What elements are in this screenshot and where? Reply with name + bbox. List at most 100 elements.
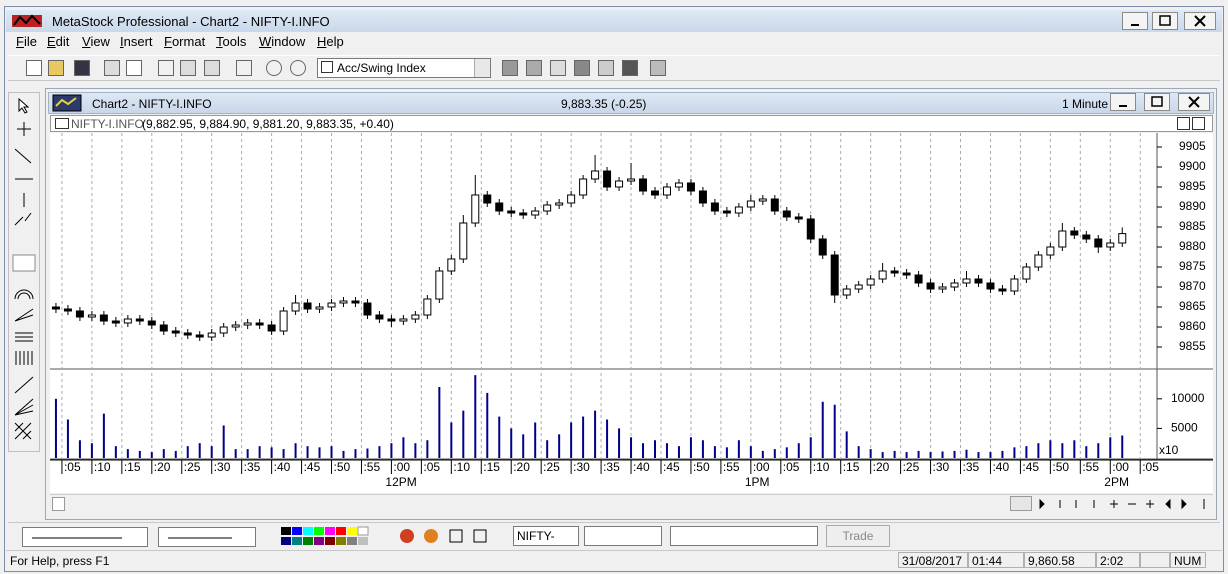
menu-item[interactable]: View: [82, 34, 110, 49]
volume-bar: [534, 422, 537, 458]
tool-button[interactable]: [622, 60, 638, 76]
candle-body: [674, 182, 683, 188]
symbol-combo[interactable]: [584, 526, 662, 546]
y-tick-label: 9895: [1179, 179, 1206, 193]
copy-button[interactable]: [180, 60, 196, 76]
candle-body: [183, 332, 192, 336]
volume-bar: [546, 440, 549, 458]
scroll-left[interactable]: [52, 497, 65, 511]
paste-button[interactable]: [204, 60, 220, 76]
color-palette[interactable]: [280, 526, 376, 546]
combo-dropdown[interactable]: [474, 59, 490, 77]
maximize-button[interactable]: [1152, 12, 1178, 30]
candle-body: [291, 302, 300, 312]
preview-button[interactable]: [126, 60, 142, 76]
y-tick-label: 9885: [1179, 219, 1206, 233]
status-bar-time: 2:02: [1096, 552, 1140, 568]
x-tick-label: :10: [453, 460, 470, 474]
hour-label: 1PM: [745, 475, 770, 489]
menu-item[interactable]: Help: [317, 34, 344, 49]
volume-bar: [390, 443, 393, 458]
undo-button[interactable]: [236, 60, 252, 76]
x-tick-label: :00: [1112, 460, 1129, 474]
print-button[interactable]: [104, 60, 120, 76]
candle-body: [866, 278, 875, 286]
volume-bar: [893, 450, 896, 458]
option-combo[interactable]: [670, 526, 818, 546]
save-button[interactable]: [74, 60, 90, 76]
legend-ohlc: (9,882.95, 9,884.90, 9,881.20, 9,883.35,…: [142, 117, 394, 131]
candle-body: [998, 288, 1007, 292]
toolbar: [8, 55, 1220, 81]
x-tick-label: :55: [723, 460, 740, 474]
tool-button[interactable]: [574, 60, 590, 76]
line-style-combo[interactable]: [22, 527, 148, 547]
chart-minimize[interactable]: [1110, 93, 1136, 111]
scroll-thumb[interactable]: [1010, 496, 1032, 511]
chart-close[interactable]: [1178, 93, 1210, 111]
help-button[interactable]: [650, 60, 666, 76]
candle-body: [339, 300, 348, 304]
x-tick-label: :55: [363, 460, 380, 474]
volume-bar: [821, 401, 824, 458]
volume-bar: [114, 446, 117, 458]
volume-bar: [1061, 443, 1064, 458]
candle-body: [986, 282, 995, 290]
x-tick-label: :50: [693, 460, 710, 474]
menu-item[interactable]: Tools: [216, 34, 247, 49]
volume-bar: [378, 446, 381, 458]
candle-body: [195, 334, 204, 338]
close-button[interactable]: [1184, 12, 1216, 30]
zoom-button[interactable]: [290, 60, 306, 76]
trade-button[interactable]: Trade: [826, 525, 890, 547]
chart-maximize[interactable]: [1144, 93, 1170, 111]
chart-window-title-bar: [48, 92, 1214, 114]
navigation-buttons[interactable]: [1034, 496, 1212, 512]
menu-item[interactable]: Format: [164, 34, 206, 49]
x-tick-label: :30: [214, 460, 231, 474]
volume-bar: [965, 449, 968, 458]
indicator-combo[interactable]: Acc/Swing Index: [317, 58, 491, 78]
volume-bar: [558, 434, 561, 458]
tool-button[interactable]: [598, 60, 614, 76]
open-button[interactable]: [48, 60, 64, 76]
legend-symbol: NIFTY-I.INFO: [71, 117, 144, 131]
hour-label: 12PM: [385, 475, 416, 489]
x-tick-label: :40: [274, 460, 291, 474]
volume-bar: [905, 452, 908, 458]
app-icon: [12, 14, 42, 27]
tool-icons[interactable]: [398, 527, 494, 545]
candle-body: [650, 190, 659, 196]
volume-bar: [653, 440, 656, 458]
menu-item[interactable]: Window: [259, 34, 306, 49]
candle-body: [1094, 238, 1103, 248]
volume-bar: [1049, 440, 1052, 458]
volume-bar: [725, 447, 728, 458]
cut-button[interactable]: [158, 60, 174, 76]
status-price: 9,860.58: [1024, 552, 1096, 568]
menu-item[interactable]: File: [16, 34, 37, 49]
pane-close[interactable]: [1192, 117, 1205, 130]
menu-item[interactable]: Insert: [120, 34, 153, 49]
candle-body: [770, 198, 779, 212]
candle-body: [603, 170, 612, 188]
volume-bar: [402, 437, 405, 458]
tool-button[interactable]: [526, 60, 542, 76]
line-weight-combo[interactable]: [158, 527, 256, 547]
volume-bar: [1025, 446, 1028, 458]
x-tick-label: :15: [843, 460, 860, 474]
pane-minimize[interactable]: [1177, 117, 1190, 130]
volume-bar: [881, 452, 884, 458]
menu-item[interactable]: Edit: [47, 34, 70, 49]
tool-button[interactable]: [550, 60, 566, 76]
status-num: NUM: [1170, 552, 1206, 568]
symbol-box[interactable]: NIFTY-I.NFC: [513, 526, 579, 546]
tool-button[interactable]: [502, 60, 518, 76]
crosshair-button[interactable]: [266, 60, 282, 76]
minimize-button[interactable]: [1122, 12, 1148, 30]
hour-label: 2PM: [1104, 475, 1129, 489]
x-tick-label: :45: [1022, 460, 1039, 474]
y-tick-label: 9865: [1179, 299, 1206, 313]
new-button[interactable]: [26, 60, 42, 76]
